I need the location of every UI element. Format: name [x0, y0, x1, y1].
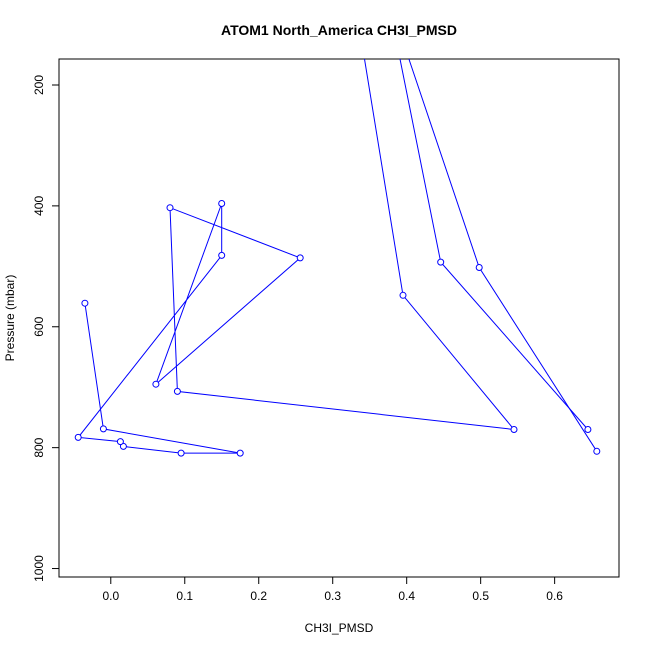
y-axis: 200 400 600 800 1000 [32, 75, 60, 582]
data-point [166, 204, 174, 212]
y-tick-label: 800 [32, 437, 46, 457]
data-point [152, 380, 160, 388]
data-point [116, 438, 124, 446]
data-point [236, 449, 244, 457]
x-tick-label: 0.0 [102, 589, 119, 603]
y-tick-label: 1000 [32, 555, 46, 582]
x-tick-label: 0.2 [250, 589, 267, 603]
data-point [218, 251, 226, 259]
x-tick-label: 0.4 [398, 589, 415, 603]
x-tick-label: 0.5 [472, 589, 489, 603]
data-point [593, 447, 601, 455]
x-axis: 0.0 0.1 0.2 0.3 0.4 0.5 0.6 [102, 576, 563, 603]
series-group [74, 59, 601, 457]
data-point [177, 449, 185, 457]
data-point [475, 264, 483, 271]
data-point [81, 299, 89, 307]
x-tick-label: 0.1 [176, 589, 193, 603]
data-point [510, 426, 518, 433]
x-axis-label: CH3I_PMSD [305, 621, 374, 635]
data-point [437, 258, 445, 266]
chart-title: ATOM1 North_America CH3I_PMSD [221, 22, 457, 38]
plot-frame [58, 58, 620, 578]
y-axis-label: Pressure (mbar) [3, 275, 17, 362]
y-tick-label: 600 [32, 316, 46, 336]
data-point [99, 425, 107, 433]
x-tick-label: 0.3 [324, 589, 341, 603]
data-point [584, 426, 592, 433]
data-point [173, 387, 181, 395]
y-tick-label: 200 [32, 75, 46, 95]
data-point [296, 254, 304, 262]
y-tick-label: 400 [32, 196, 46, 216]
series-line [77, 59, 516, 454]
series-line [399, 59, 589, 430]
data-point [399, 291, 407, 299]
data-point [74, 433, 82, 441]
series-line [408, 59, 598, 452]
x-tick-label: 0.6 [546, 589, 563, 603]
data-point [218, 200, 226, 207]
